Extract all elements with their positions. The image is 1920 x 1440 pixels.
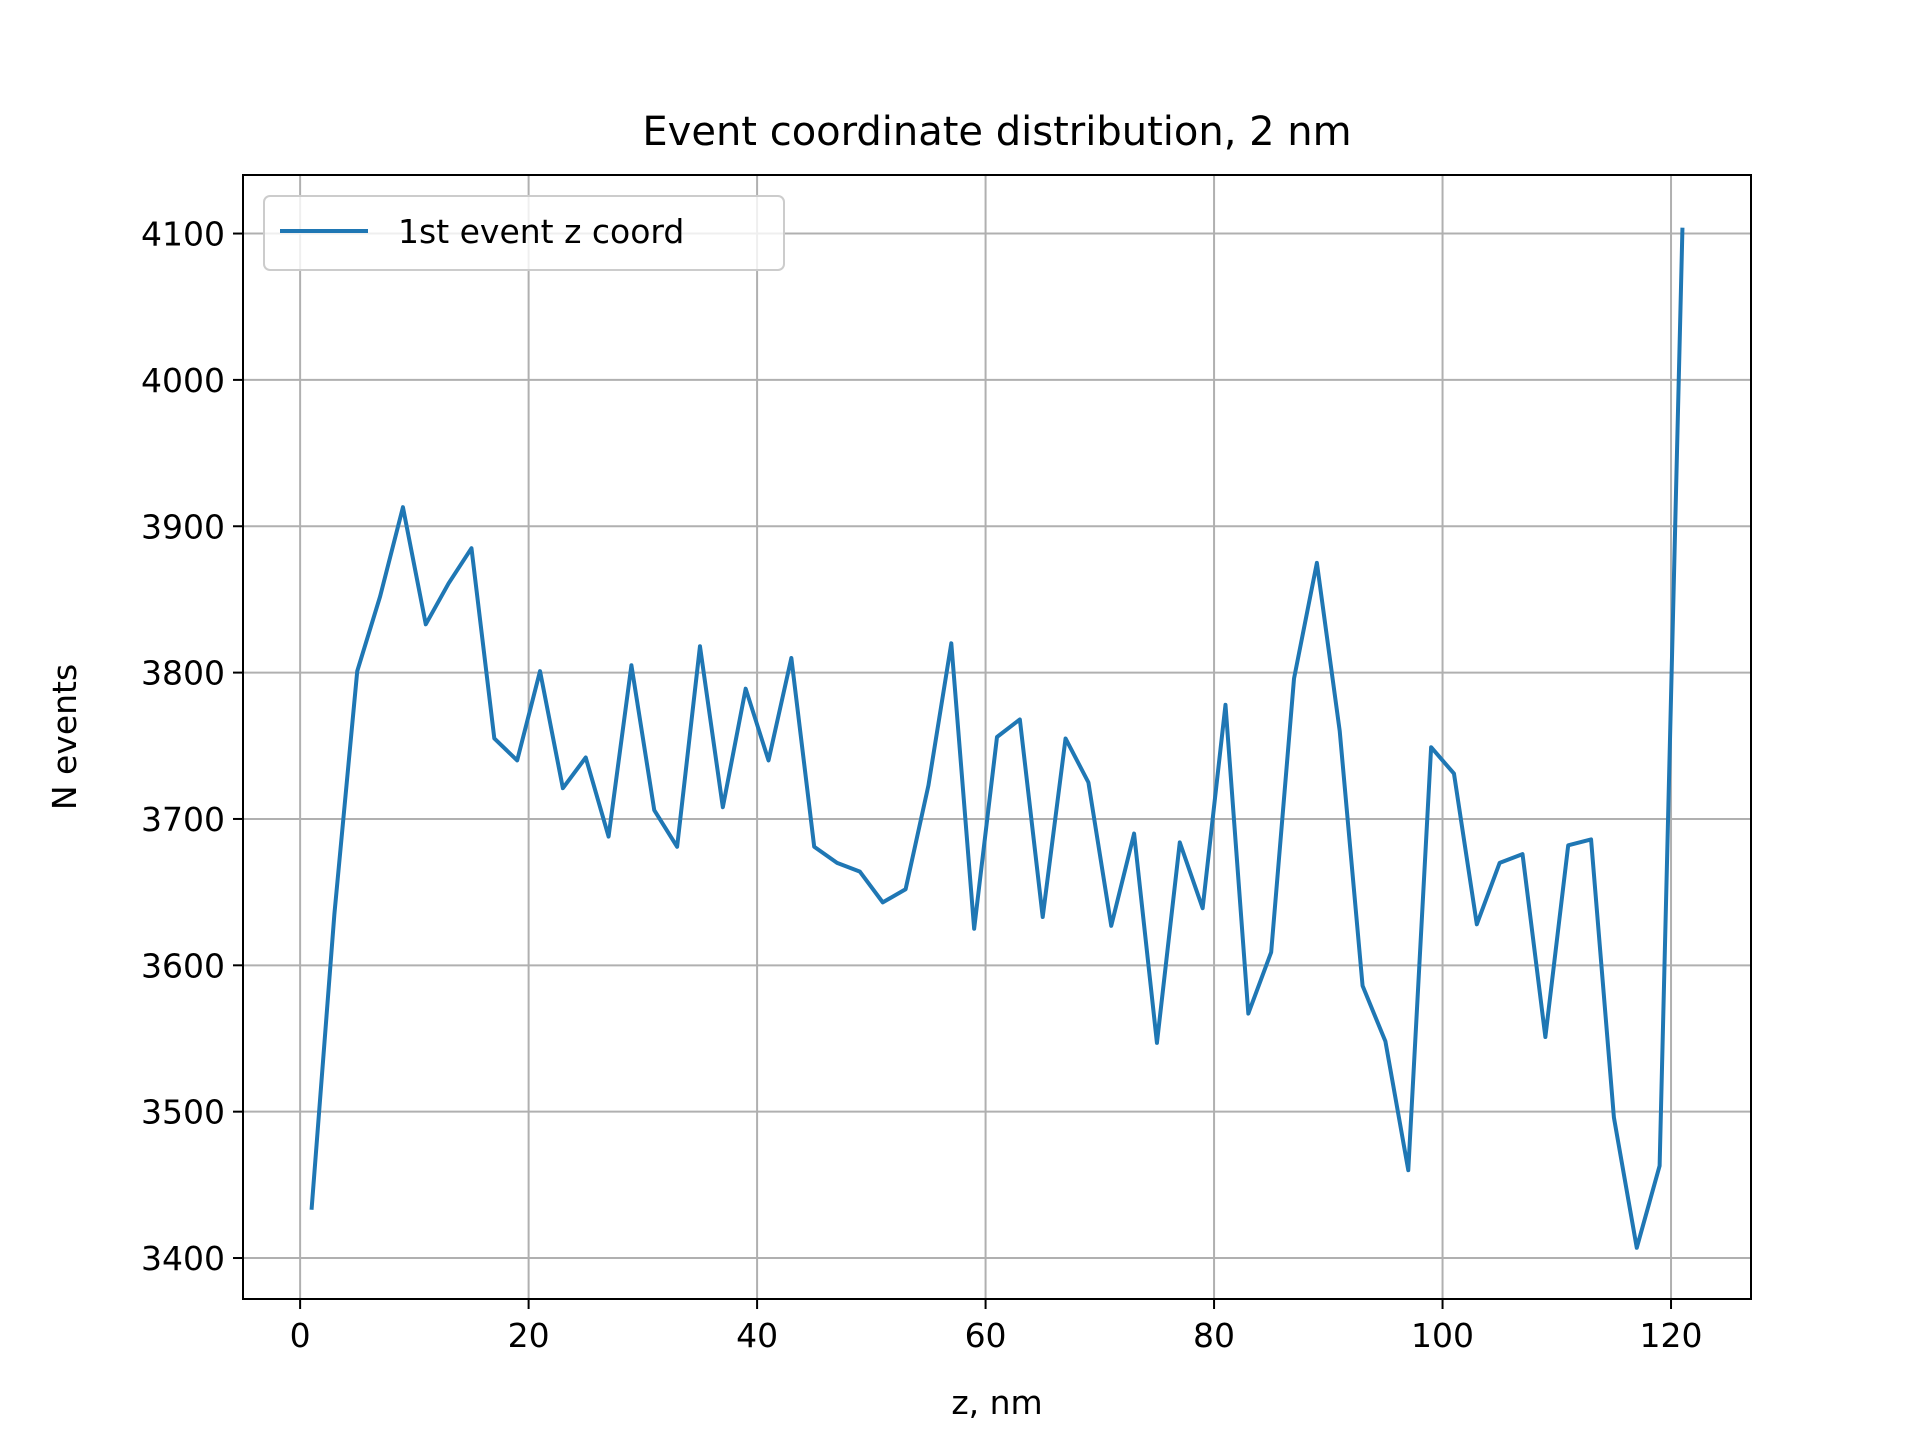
y-axis-label: N events	[45, 664, 84, 810]
plot-frame	[242, 174, 1752, 1300]
y-tick-label: 4100	[141, 215, 225, 254]
grid	[243, 175, 1751, 1299]
x-tick-label: 120	[1640, 1316, 1703, 1355]
x-axis-label: z, nm	[951, 1383, 1042, 1422]
x-tick-label: 40	[736, 1316, 778, 1355]
plot-lines	[309, 227, 1685, 1250]
x-tick-label: 0	[290, 1316, 311, 1355]
x-tick-label: 100	[1411, 1316, 1474, 1355]
x-tick-label: 60	[965, 1316, 1007, 1355]
series-line	[309, 227, 1685, 1250]
y-tick-label: 3900	[141, 507, 225, 546]
y-tick-label: 3400	[141, 1239, 225, 1278]
chart-title: Event coordinate distribution, 2 nm	[642, 109, 1351, 155]
y-tick-label: 4000	[141, 361, 225, 400]
y-tick-label: 3500	[141, 1093, 225, 1132]
x-tick-label: 20	[508, 1316, 550, 1355]
legend-label: 1st event z coord	[398, 212, 684, 251]
ticks: 0 20 40 60 80 100 120 3400 3500 3600 3700 3800 3900 4…	[141, 215, 1703, 1355]
x-tick-label: 80	[1193, 1316, 1235, 1355]
legend: 1st event z coord	[263, 195, 785, 271]
legend-box	[263, 195, 785, 271]
y-tick-label: 3600	[141, 946, 225, 985]
y-tick-label: 3700	[141, 800, 225, 839]
y-tick-label: 3800	[141, 654, 225, 693]
